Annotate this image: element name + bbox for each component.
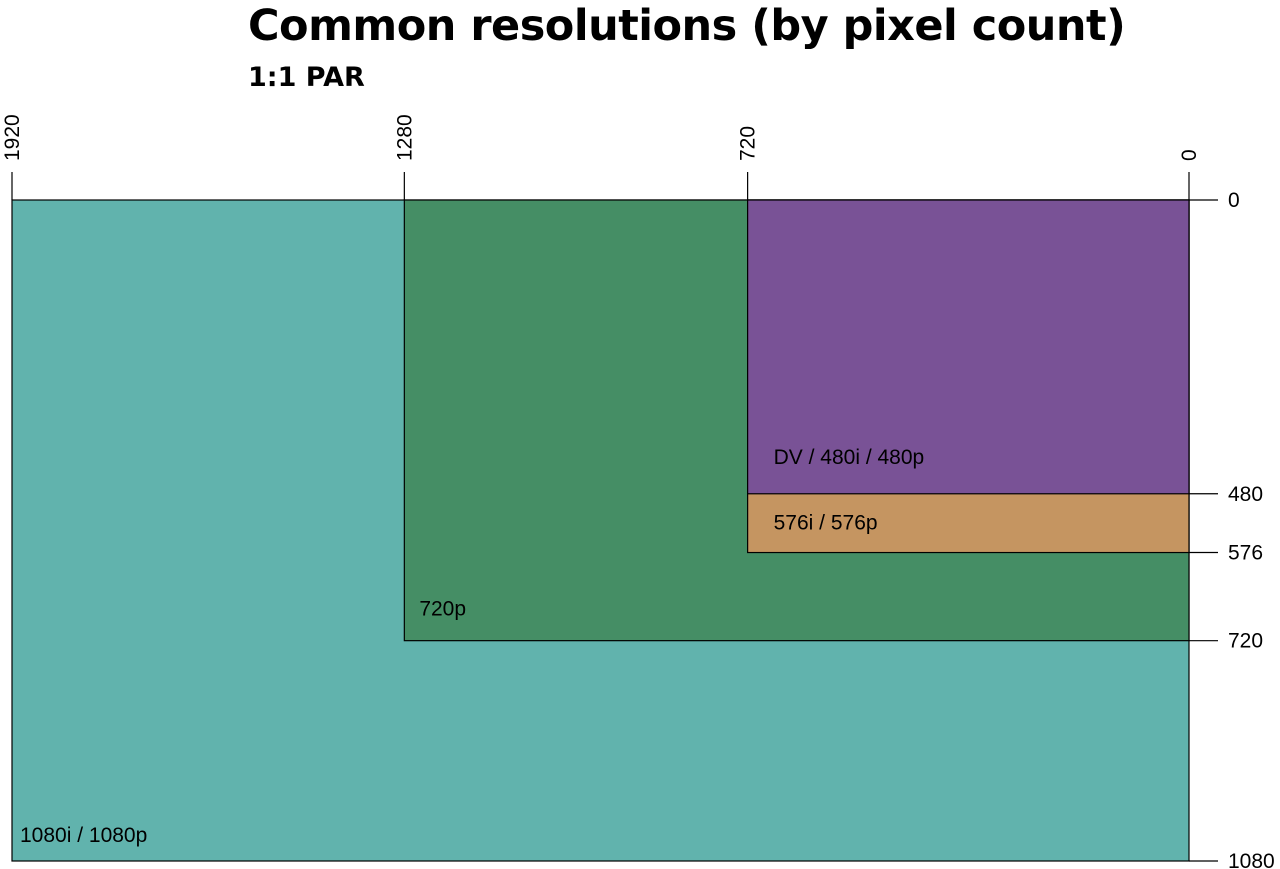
regions-layer bbox=[11, 199, 1190, 862]
x-tick-label-1280: 1280 bbox=[393, 114, 416, 161]
region-label-480: DV / 480i / 480p bbox=[774, 446, 925, 469]
region-480 bbox=[747, 199, 1190, 495]
region-label-1080: 1080i / 1080p bbox=[20, 824, 147, 847]
labels-layer: 1080i / 1080p 720p 576i / 576p DV / 480i / … bbox=[20, 446, 924, 847]
y-tick-label-480: 480 bbox=[1228, 483, 1263, 506]
y-tick-label-576: 576 bbox=[1228, 542, 1263, 565]
region-label-720p: 720p bbox=[419, 598, 466, 621]
y-tick-label-0: 0 bbox=[1228, 189, 1240, 212]
x-tick-label-0: 0 bbox=[1178, 149, 1201, 161]
region-label-576: 576i / 576p bbox=[774, 512, 878, 535]
page-title: Common resolutions (by pixel count) bbox=[248, 1, 1126, 51]
axes-layer: 1920 1280 720 0 0 480 576 720 1080 bbox=[1, 114, 1275, 869]
y-tick-label-720: 720 bbox=[1228, 630, 1263, 653]
x-tick-label-1920: 1920 bbox=[1, 114, 24, 161]
y-tick-label-1080: 1080 bbox=[1228, 850, 1275, 869]
x-tick-label-720: 720 bbox=[737, 126, 760, 161]
page-subtitle: 1:1 PAR bbox=[248, 62, 365, 93]
